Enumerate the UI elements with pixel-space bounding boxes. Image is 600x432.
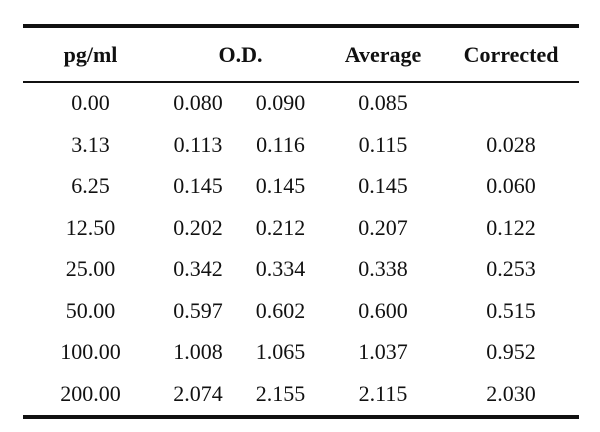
cell-average: 2.115 (358, 380, 408, 406)
cell-average: 1.037 (358, 339, 408, 365)
table-row: 0.00 0.080 0.090 0.085 (23, 83, 579, 125)
cell-od-2: 0.116 (256, 131, 305, 157)
cell-corrected: 2.030 (486, 380, 536, 406)
cell-od-1: 0.080 (173, 90, 223, 116)
header-pg-ml: pg/ml (63, 41, 118, 67)
cell-average: 0.600 (358, 297, 408, 323)
cell-corrected: 0.060 (486, 173, 536, 199)
cell-pg-ml: 200.00 (60, 380, 121, 406)
cell-od-1: 0.113 (173, 131, 223, 157)
cell-average: 0.338 (358, 256, 408, 282)
cell-od-2: 2.155 (255, 380, 306, 406)
table-row: 25.00 0.342 0.334 0.338 0.253 (23, 249, 579, 291)
cell-od-1: 2.074 (173, 380, 223, 406)
cell-od-2: 0.090 (255, 90, 306, 116)
table-row: 100.00 1.008 1.065 1.037 0.952 (23, 332, 579, 374)
cell-pg-ml: 0.00 (71, 90, 110, 116)
cell-pg-ml: 100.00 (60, 339, 121, 365)
cell-average: 0.115 (358, 131, 408, 157)
header-average: Average (344, 41, 422, 67)
cell-corrected (443, 83, 579, 125)
cell-od-2: 0.145 (255, 173, 306, 199)
cell-od-1: 0.342 (173, 256, 223, 282)
cell-od-1: 1.008 (173, 339, 223, 365)
cell-od-1: 0.145 (173, 173, 223, 199)
cell-corrected: 0.122 (486, 214, 536, 240)
cell-average: 0.145 (358, 173, 408, 199)
cell-pg-ml: 25.00 (65, 256, 116, 282)
table-row: 12.50 0.202 0.212 0.207 0.122 (23, 207, 579, 249)
cell-od-1: 0.597 (173, 297, 223, 323)
table: pg/ml O.D. Average Corrected (23, 28, 579, 81)
cell-pg-ml: 6.25 (71, 173, 110, 199)
cell-od-1: 0.202 (173, 214, 223, 240)
cell-corrected: 0.515 (486, 297, 536, 323)
cell-pg-ml: 50.00 (65, 297, 116, 323)
header-od: O.D. (218, 41, 263, 67)
cell-pg-ml: 3.13 (71, 131, 110, 157)
cell-corrected: 0.028 (486, 131, 536, 157)
cell-od-2: 0.602 (255, 297, 306, 323)
table-row: 200.00 2.074 2.155 2.115 2.030 (23, 373, 579, 415)
header-row: pg/ml O.D. Average Corrected (23, 28, 579, 81)
table-row: 3.13 0.113 0.116 0.115 0.028 (23, 124, 579, 166)
cell-average: 0.085 (358, 90, 408, 116)
cell-od-2: 1.065 (255, 339, 306, 365)
bottom-rule (23, 414, 579, 419)
cell-corrected: 0.253 (486, 256, 536, 282)
header-corrected: Corrected (463, 41, 559, 67)
cell-od-2: 0.212 (255, 214, 306, 240)
data-table: pg/ml O.D. Average Corrected 0.00 0.080 0.… (23, 24, 579, 419)
table-body: 0.00 0.080 0.090 0.085 3.13 0.113 0.116 0.115 0.… (23, 83, 579, 415)
table-row: 50.00 0.597 0.602 0.600 0.515 (23, 290, 579, 332)
cell-pg-ml: 12.50 (65, 214, 116, 240)
table-row: 6.25 0.145 0.145 0.145 0.060 (23, 166, 579, 208)
header-rule (23, 81, 579, 83)
cell-corrected: 0.952 (486, 339, 536, 365)
cell-od-2: 0.334 (255, 256, 306, 282)
top-rule (23, 24, 579, 28)
cell-average: 0.207 (358, 214, 408, 240)
